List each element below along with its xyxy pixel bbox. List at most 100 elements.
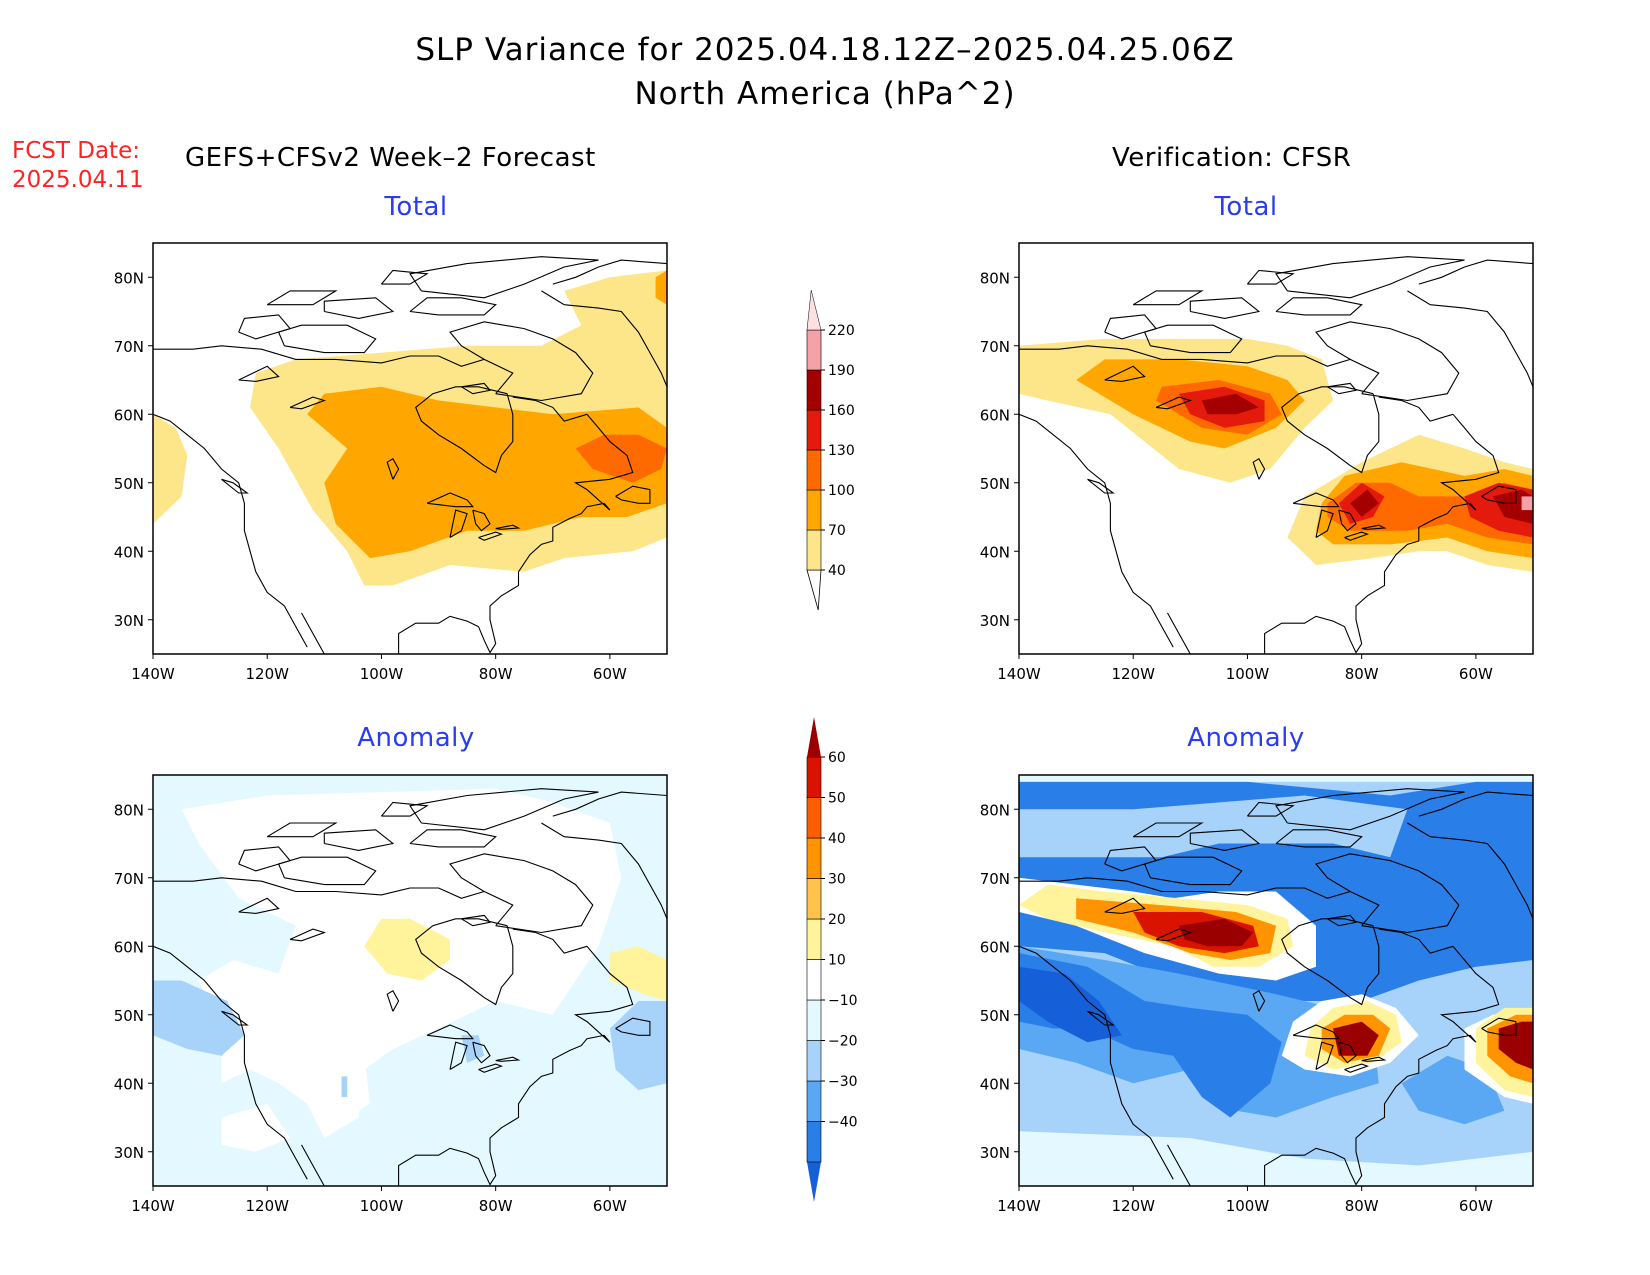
colorbar-label: 70 — [828, 523, 846, 539]
coastline — [1167, 612, 1191, 654]
lon-tick-label: 140W — [131, 1197, 175, 1215]
coastline — [1246, 801, 1295, 817]
lat-tick-label: 30N — [114, 1144, 144, 1162]
coastline — [153, 945, 308, 1180]
coastline — [1019, 345, 1351, 367]
lon-tick-label: 100W — [360, 1197, 404, 1215]
coastline — [266, 290, 338, 306]
coastline — [552, 791, 667, 817]
map-content — [153, 775, 667, 1186]
coastline — [238, 846, 292, 872]
lon-tick-label: 80W — [479, 1197, 513, 1215]
shaded-region — [609, 946, 667, 1001]
coastline — [1481, 1017, 1517, 1036]
colorbar-segment — [806, 529, 822, 571]
shaded-region — [1178, 918, 1254, 947]
shaded-region — [1350, 489, 1379, 517]
map-panel-4: 140W 120W 100W 80W 60W 30N 40N 50N 60N 70N 80N — [980, 774, 1534, 1215]
colorbar-label: −20 — [828, 1034, 858, 1050]
lat-tick-label: 50N — [114, 1007, 144, 1025]
shaded-region — [1019, 966, 1122, 1043]
lon-tick-label: 100W — [360, 665, 404, 683]
coastline — [1327, 382, 1358, 395]
colorbar-label: 190 — [828, 363, 855, 379]
coastline — [323, 829, 395, 851]
coastline — [1019, 945, 1174, 1180]
lat-tick-label: 40N — [980, 1075, 1010, 1093]
forecast-date-label: FCST Date: 2025.04.11 — [12, 137, 144, 195]
total-colorbar: 40 70 100 130 160 190 220 — [806, 289, 855, 611]
coastline — [1132, 822, 1204, 838]
colorbar-segment — [806, 1040, 822, 1082]
lon-tick-label: 140W — [997, 1197, 1041, 1215]
map-panel-3: 140W 120W 100W 80W 60W 30N 40N 50N 60N 70N 80N — [114, 774, 668, 1215]
map-panel-1: 140W 120W 100W 80W 60W 30N 40N 50N 60N 70N 80N — [114, 242, 668, 683]
coastline — [449, 509, 468, 538]
colorbar-label: 10 — [828, 953, 846, 969]
colorbar-segment — [806, 1080, 822, 1122]
lon-tick-label: 80W — [1345, 1197, 1379, 1215]
subtitle: North America (hPa^2) — [634, 76, 1016, 112]
panel-title-forecast-anomaly: Anomaly — [357, 723, 475, 753]
coastline — [301, 612, 325, 654]
lat-tick-label: 70N — [980, 338, 1010, 356]
coastline — [323, 297, 395, 319]
shaded-region — [1521, 496, 1533, 511]
coastline — [1252, 458, 1266, 480]
coastline — [238, 314, 292, 340]
coastline — [1264, 945, 1500, 1186]
coastline — [415, 918, 514, 1006]
coastline — [386, 458, 400, 480]
coastline — [1104, 365, 1146, 382]
colorbar-segment — [806, 797, 822, 839]
map-frame — [152, 242, 668, 655]
coastline — [1132, 290, 1204, 306]
coastline — [1275, 297, 1363, 316]
coastline — [472, 509, 491, 532]
coastline — [153, 413, 308, 648]
coastline — [1275, 256, 1465, 299]
colorbar-label: 30 — [828, 872, 846, 888]
map-frame — [1018, 774, 1534, 1187]
coastline — [266, 822, 338, 838]
map-panel-2: 140W 120W 100W 80W 60W 30N 40N 50N 60N 70N 80N — [980, 242, 1534, 683]
colorbar-label: 130 — [828, 443, 855, 459]
shaded-region — [221, 1103, 291, 1152]
coastline — [1481, 485, 1517, 504]
panel-title-forecast-total: Total — [384, 192, 448, 222]
lat-tick-label: 70N — [114, 338, 144, 356]
forecast-column-heading: GEFS+CFSv2 Week–2 Forecast — [185, 143, 596, 173]
coastline — [1407, 822, 1533, 920]
colorbar-segment — [806, 329, 822, 371]
lat-tick-label: 50N — [980, 1007, 1010, 1025]
coastline — [1378, 928, 1454, 954]
coastline — [238, 897, 280, 914]
coastline — [1315, 321, 1460, 402]
coastline — [1418, 791, 1533, 817]
colorbar-label: −40 — [828, 1115, 858, 1131]
coastline — [289, 396, 327, 410]
coastline — [615, 485, 651, 504]
coastline — [1327, 914, 1358, 927]
coastline — [398, 413, 634, 654]
lat-tick-label: 50N — [114, 475, 144, 493]
colorbar-segment — [806, 489, 822, 531]
coastline — [301, 1144, 325, 1186]
coastline — [478, 531, 504, 541]
lat-tick-label: 70N — [114, 870, 144, 888]
colorbar-segment — [806, 369, 822, 411]
lon-tick-label: 60W — [1459, 665, 1493, 683]
coastline — [1252, 990, 1266, 1012]
lon-tick-label: 120W — [245, 665, 289, 683]
colorbar-label: 50 — [828, 791, 846, 807]
coastline — [1155, 396, 1193, 410]
coastline — [153, 877, 485, 899]
coastline — [449, 853, 594, 934]
map-content — [153, 243, 667, 654]
coastline — [426, 492, 474, 508]
shaded-region — [364, 918, 450, 981]
lon-tick-label: 80W — [479, 665, 513, 683]
colorbar-segment — [806, 878, 822, 920]
shaded-region — [461, 1035, 485, 1063]
colorbar-segment — [806, 999, 822, 1041]
